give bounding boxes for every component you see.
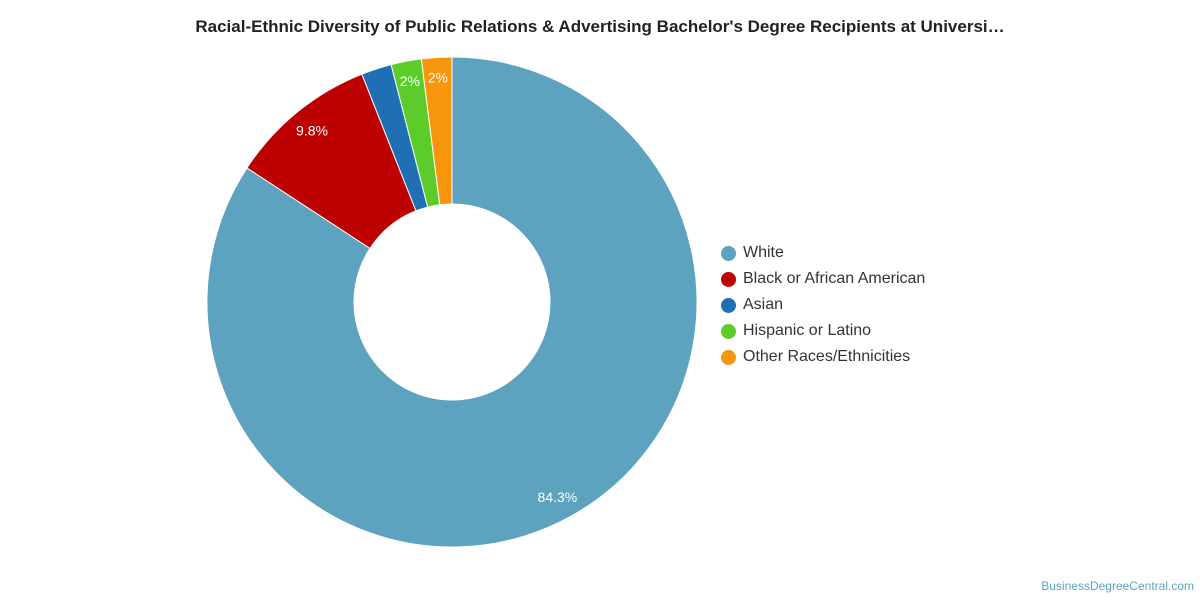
legend-item[interactable]: Other Races/Ethnicities [721, 344, 925, 370]
watermark: BusinessDegreeCentral.com [1041, 579, 1194, 593]
legend-swatch-icon [721, 349, 736, 365]
slice-label-hispanic-or-latino: 2% [400, 73, 420, 89]
slice-label-black-or-african-american: 9.8% [296, 122, 328, 138]
legend-swatch-icon [721, 271, 736, 287]
legend-label: Asian [743, 296, 784, 313]
legend-label: Black or African American [743, 270, 926, 287]
legend-label: White [743, 244, 784, 261]
slice-white [206, 56, 698, 548]
legend-label: Other Races/Ethnicities [743, 348, 911, 365]
legend-label: Hispanic or Latino [743, 322, 872, 339]
legend-swatch-icon [721, 323, 736, 339]
slice-other-races-ethnicities [420, 56, 453, 206]
slice-label-white: 84.3% [538, 489, 578, 505]
legend-item[interactable]: Black or African American [721, 266, 925, 292]
legend-item[interactable]: Hispanic or Latino [721, 318, 925, 344]
legend-item[interactable]: White [721, 240, 925, 266]
chart-legend: White Black or African American Asian Hispa… [721, 240, 925, 370]
legend-swatch-icon [721, 297, 736, 313]
chart-title: Racial-Ethnic Diversity of Public Relati… [195, 17, 1005, 36]
legend-item[interactable]: Asian [721, 292, 925, 318]
slice-label-other-races-ethnicities: 2% [428, 69, 448, 85]
legend-swatch-icon [721, 245, 736, 261]
